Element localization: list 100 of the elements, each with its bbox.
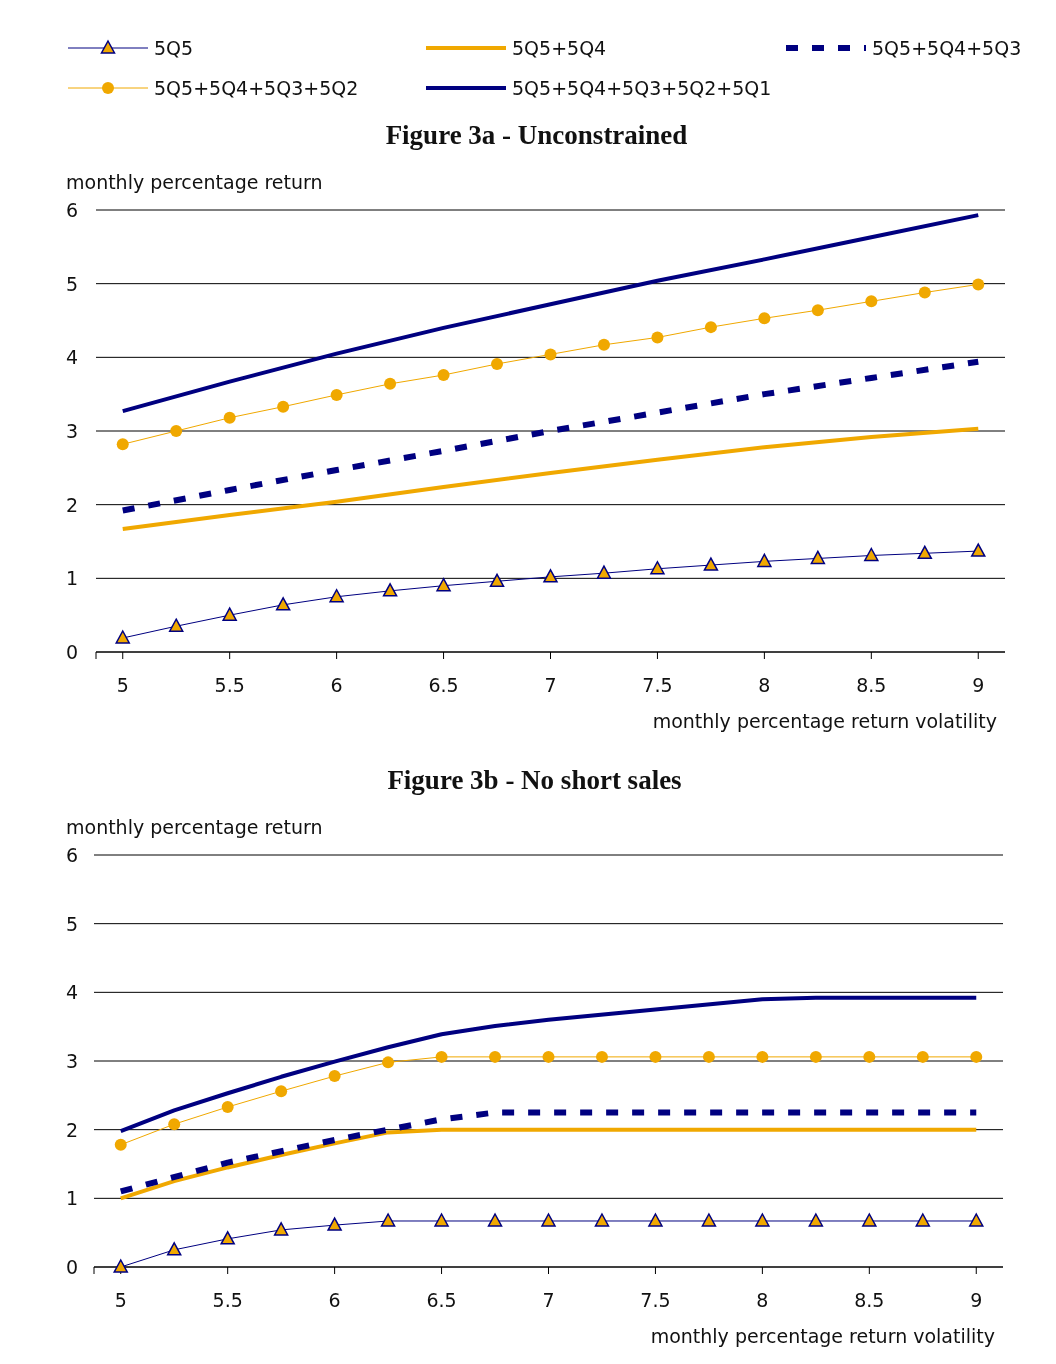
point — [222, 607, 237, 621]
x-tick-label: 6 — [328, 1289, 341, 1311]
point — [220, 1231, 235, 1245]
point — [810, 550, 826, 565]
point — [916, 1050, 929, 1063]
x-tick-label: 7 — [544, 674, 557, 696]
x-tick-label: 5.5 — [212, 1289, 243, 1311]
x-tick-label: 6.5 — [428, 674, 459, 696]
point — [971, 543, 986, 557]
point — [597, 338, 610, 351]
line-series — [118, 1127, 979, 1201]
point — [650, 561, 665, 575]
legend-label: 5Q5+5Q4+5Q3+5Q2 — [154, 77, 359, 99]
y-tick-label: 3 — [65, 420, 78, 442]
point — [489, 1050, 502, 1063]
x-tick-label: 5 — [114, 1289, 127, 1311]
point — [862, 1213, 877, 1227]
point — [809, 1050, 822, 1063]
point — [329, 589, 344, 603]
legend-label: 5Q5+5Q4+5Q3+5Q2+5Q1 — [512, 77, 772, 99]
point — [704, 321, 717, 334]
line-series — [120, 213, 981, 414]
point — [221, 1101, 234, 1114]
point — [917, 545, 933, 560]
legend-label: 5Q5+5Q4+5Q3 — [872, 37, 1022, 59]
point — [541, 1213, 556, 1227]
point — [864, 547, 879, 562]
point — [116, 438, 129, 451]
point — [596, 565, 612, 579]
x-tick-label: 6 — [330, 674, 343, 696]
point — [595, 1050, 608, 1063]
x-axis-title: monthly percentage return volatility — [652, 710, 997, 732]
point — [275, 597, 291, 611]
y-axis-title: monthly percentage return — [66, 816, 323, 838]
y-tick-label: 6 — [65, 844, 78, 866]
legend-label: 5Q5+5Q4 — [512, 37, 607, 59]
point — [273, 1222, 289, 1236]
chart-title: Figure 3a - Unconstrained — [385, 120, 688, 150]
x-tick-label: 7.5 — [640, 1289, 671, 1311]
y-tick-label: 1 — [65, 1187, 78, 1210]
point — [543, 569, 558, 583]
point — [382, 1056, 395, 1069]
y-tick-label: 3 — [65, 1050, 78, 1072]
point — [594, 1213, 610, 1227]
point — [437, 369, 450, 382]
legend-label: 5Q5 — [154, 37, 194, 59]
point — [435, 1050, 448, 1063]
point — [649, 1050, 662, 1063]
point — [918, 286, 931, 299]
point — [384, 377, 397, 390]
y-tick-label: 1 — [65, 567, 78, 590]
point — [808, 1213, 824, 1227]
point — [757, 553, 772, 568]
point — [491, 357, 504, 370]
point — [544, 348, 557, 361]
y-tick-label: 6 — [65, 199, 78, 221]
y-tick-label: 2 — [65, 493, 78, 516]
point — [114, 1138, 127, 1151]
point — [701, 1213, 717, 1227]
x-tick-label: 9 — [972, 674, 985, 696]
x-tick-label: 5 — [116, 674, 129, 696]
point — [865, 295, 878, 308]
x-tick-label: 8.5 — [856, 674, 887, 696]
point — [863, 1050, 876, 1063]
point — [166, 1242, 182, 1256]
point — [434, 1213, 449, 1227]
x-tick-label: 7 — [542, 1289, 555, 1311]
point — [811, 304, 824, 317]
point — [489, 573, 505, 588]
x-tick-label: 8 — [758, 674, 771, 696]
y-tick-label: 4 — [65, 346, 78, 369]
point — [328, 1070, 341, 1083]
point — [970, 1050, 983, 1063]
point — [758, 312, 771, 325]
y-tick-label: 5 — [65, 912, 78, 935]
point — [277, 400, 290, 413]
point — [756, 1050, 769, 1063]
point — [330, 388, 343, 401]
line-series — [120, 426, 981, 531]
x-tick-label: 5.5 — [214, 674, 245, 696]
point — [168, 1118, 181, 1131]
point — [703, 557, 719, 571]
y-tick-label: 4 — [65, 981, 78, 1004]
y-axis-title: monthly percentage return — [66, 171, 323, 193]
y-tick-label: 5 — [65, 272, 78, 295]
y-tick-label: 0 — [65, 1256, 78, 1278]
point — [542, 1050, 555, 1063]
point — [436, 577, 451, 592]
point — [648, 1213, 663, 1227]
line-series — [118, 995, 979, 1134]
point — [382, 583, 398, 597]
chart-title: Figure 3b - No short sales — [387, 765, 682, 795]
point — [168, 618, 184, 632]
point — [223, 411, 236, 424]
x-tick-label: 8.5 — [854, 1289, 885, 1311]
point — [702, 1050, 715, 1063]
point — [115, 630, 130, 644]
point — [380, 1213, 396, 1227]
y-tick-label: 2 — [65, 1118, 78, 1141]
point — [327, 1217, 342, 1231]
